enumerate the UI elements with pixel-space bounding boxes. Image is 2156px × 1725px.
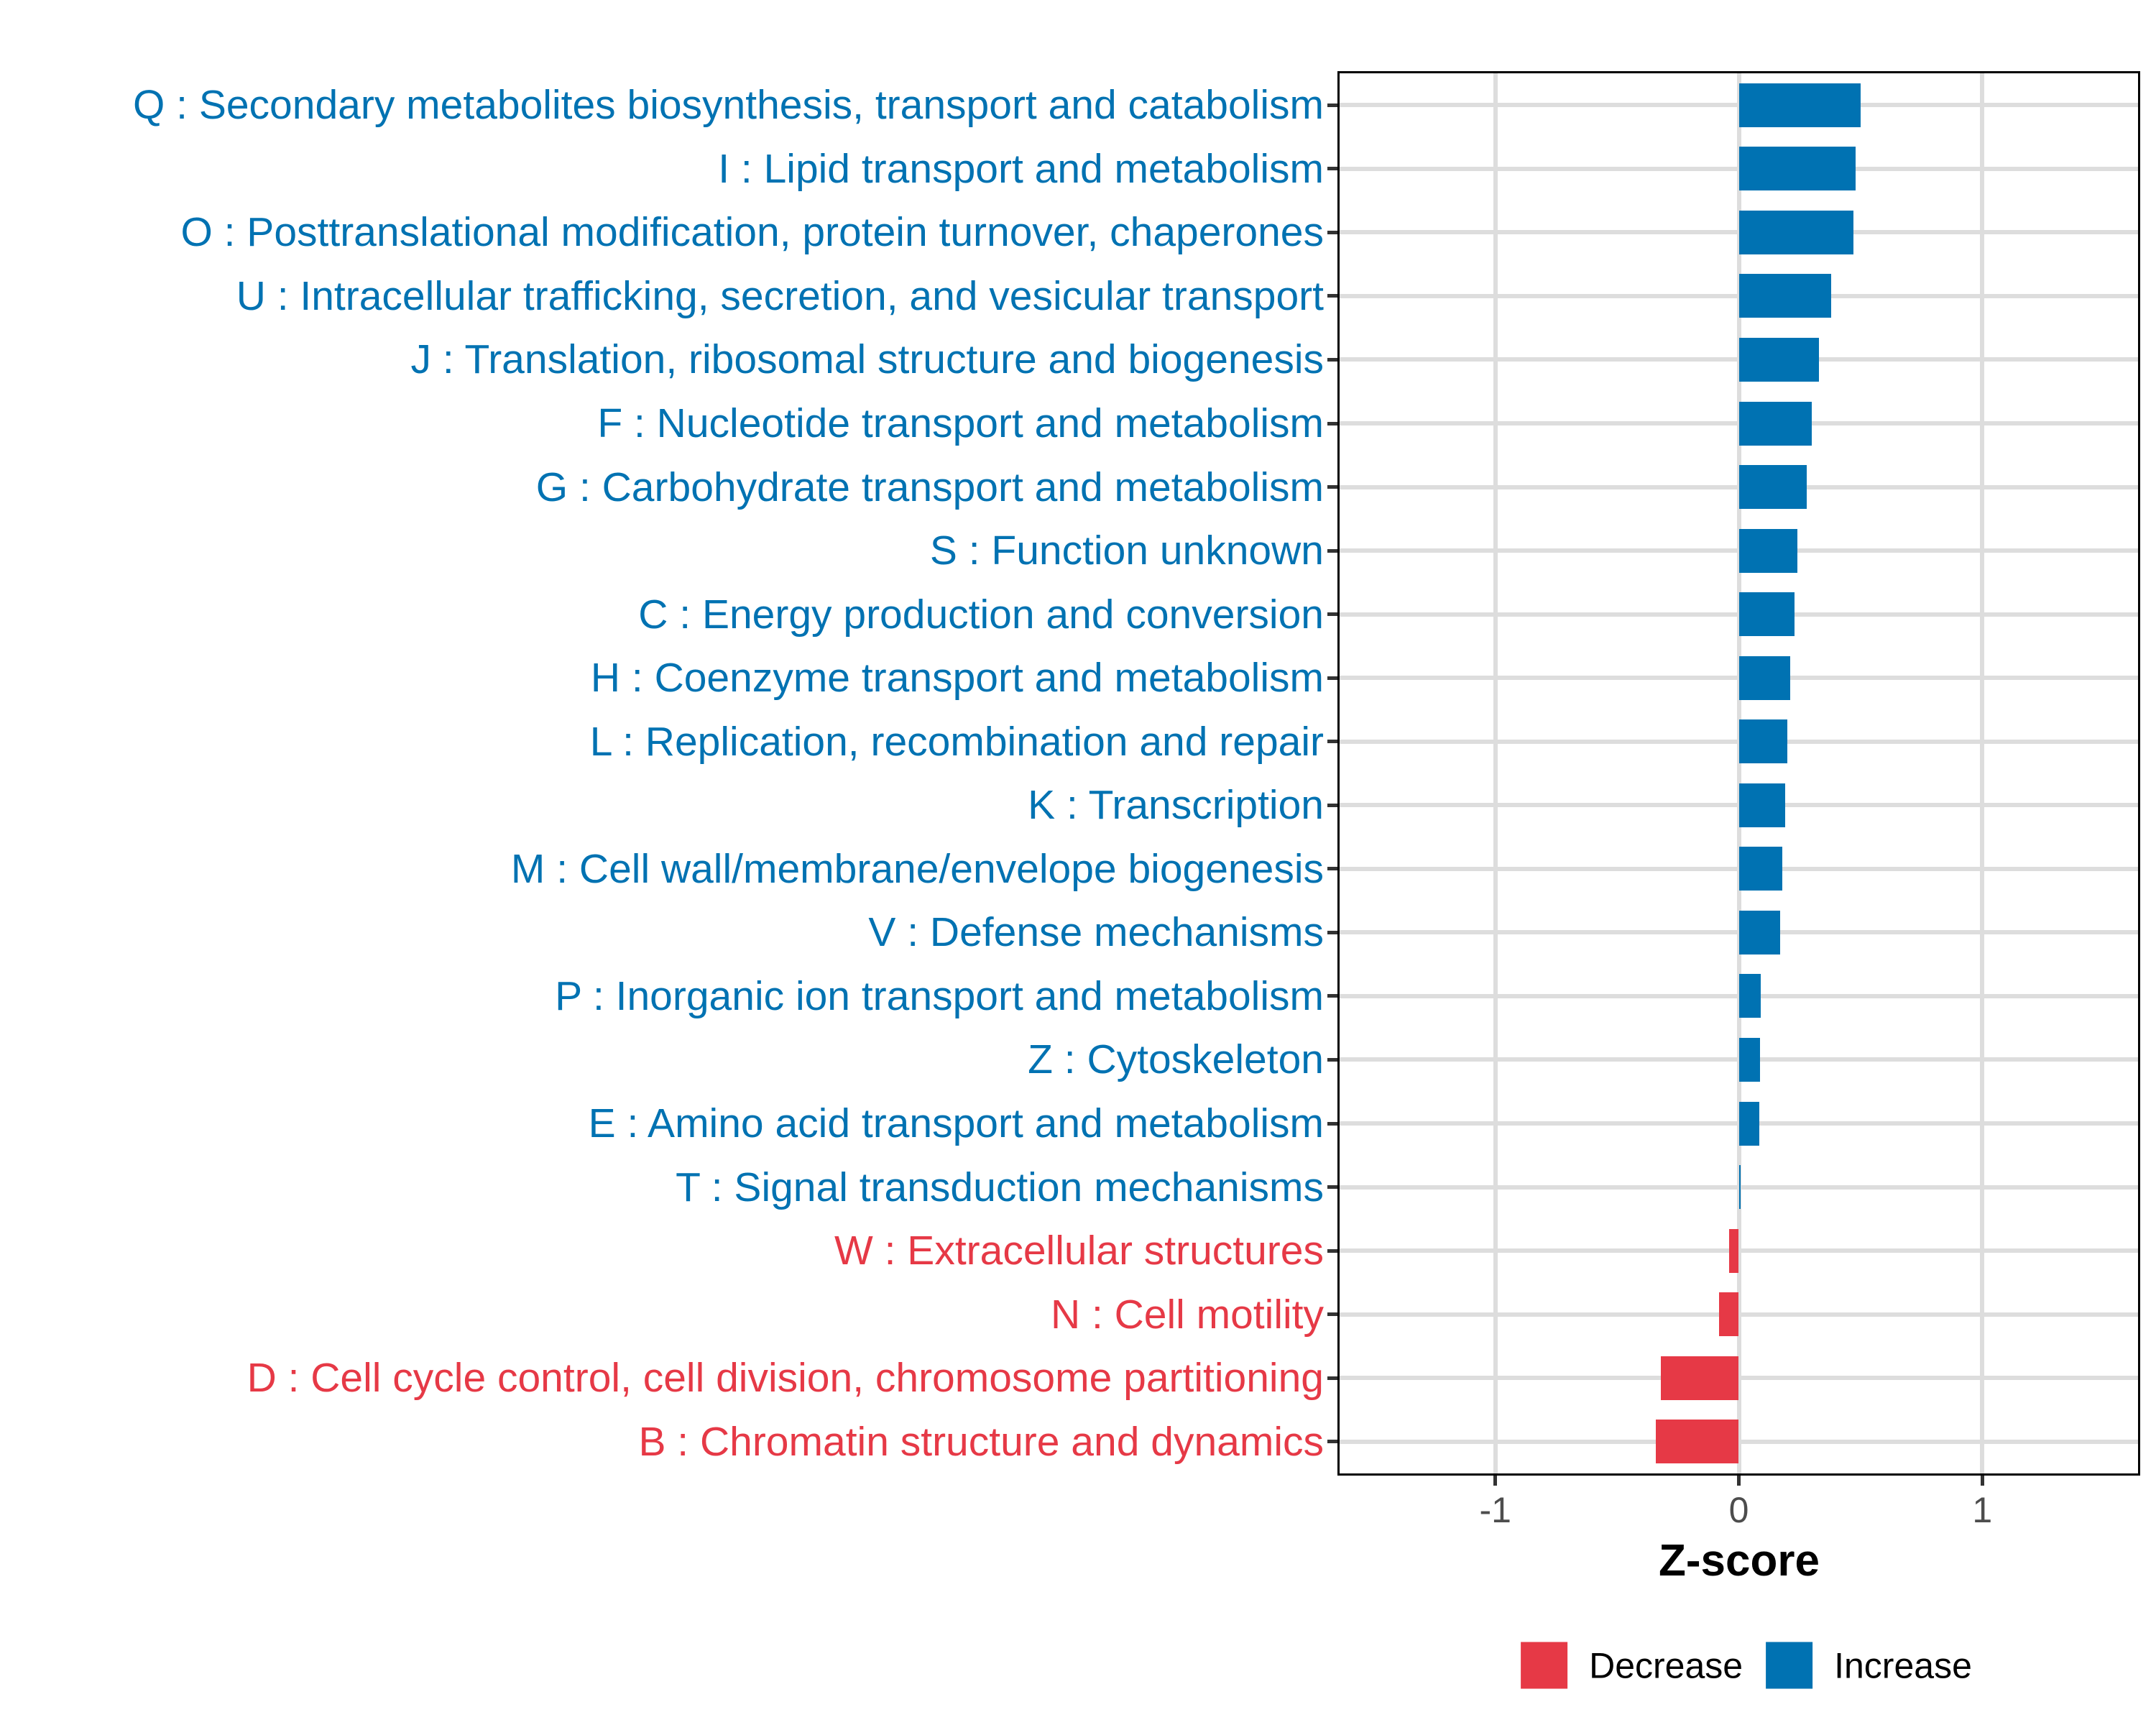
- y-axis-tick-M: [1327, 867, 1337, 871]
- bar-S: [1738, 528, 1797, 573]
- bar-H: [1738, 656, 1790, 700]
- x-axis-tick--1: [1493, 1476, 1498, 1486]
- bar-V: [1738, 910, 1781, 954]
- y-axis-tick-U: [1327, 294, 1337, 298]
- v-gridline-0: [1736, 73, 1741, 1473]
- y-axis-label-W: W : Extracellular structures: [834, 1228, 1324, 1274]
- legend-swatch-decrease: [1521, 1642, 1568, 1689]
- y-axis-label-H: H : Coenzyme transport and metabolism: [590, 655, 1324, 702]
- y-axis-label-V: V : Defense mechanisms: [868, 909, 1324, 956]
- y-axis-tick-W: [1327, 1248, 1337, 1253]
- bar-E: [1738, 1101, 1759, 1146]
- legend-swatch-increase: [1766, 1642, 1813, 1689]
- plot-panel: [1337, 71, 2140, 1476]
- y-axis-tick-T: [1327, 1185, 1337, 1190]
- legend-entry-decrease: Decrease: [1521, 1642, 1743, 1689]
- y-axis-tick-D: [1327, 1376, 1337, 1380]
- x-tick-label-1: 1: [1972, 1490, 1993, 1530]
- y-axis-tick-O: [1327, 230, 1337, 234]
- y-axis-tick-Z: [1327, 1057, 1337, 1062]
- bar-L: [1738, 719, 1788, 764]
- bar-B: [1656, 1420, 1739, 1464]
- y-axis-label-I: I : Lipid transport and metabolism: [718, 145, 1324, 192]
- bar-U: [1738, 274, 1832, 318]
- y-axis-tick-I: [1327, 167, 1337, 171]
- y-axis-label-L: L : Replication, recombination and repai…: [589, 718, 1324, 765]
- y-axis-label-Q: Q : Secondary metabolites biosynthesis, …: [132, 82, 1324, 129]
- y-axis-label-S: S : Function unknown: [929, 528, 1324, 574]
- y-axis-tick-E: [1327, 1121, 1337, 1126]
- y-axis-tick-B: [1327, 1440, 1337, 1444]
- bar-I: [1738, 147, 1856, 191]
- y-axis-tick-L: [1327, 740, 1337, 744]
- y-axis-label-C: C : Energy production and conversion: [638, 591, 1324, 638]
- y-axis-label-P: P : Inorganic ion transport and metaboli…: [555, 972, 1324, 1019]
- y-axis-tick-H: [1327, 676, 1337, 680]
- v-gridline--1: [1493, 73, 1498, 1473]
- bar-Z: [1738, 1037, 1761, 1082]
- y-axis-tick-N: [1327, 1312, 1337, 1317]
- bar-P: [1738, 974, 1761, 1018]
- bar-O: [1738, 210, 1853, 254]
- y-axis-label-Z: Z : Cytoskeleton: [1028, 1036, 1324, 1083]
- y-axis-label-O: O : Posttranslational modification, prot…: [180, 209, 1324, 256]
- v-gridline-1: [1980, 73, 1985, 1473]
- y-axis-label-B: B : Chromatin structure and dynamics: [638, 1418, 1324, 1465]
- plot-panel-inner: [1340, 73, 2138, 1473]
- y-axis-label-M: M : Cell wall/membrane/envelope biogenes…: [510, 845, 1324, 892]
- bar-F: [1738, 401, 1812, 446]
- y-axis-label-E: E : Amino acid transport and metabolism: [588, 1100, 1324, 1146]
- y-axis-label-G: G : Carbohydrate transport and metabolis…: [535, 464, 1324, 510]
- bar-M: [1738, 847, 1783, 891]
- y-axis-tick-V: [1327, 930, 1337, 934]
- legend: Decrease Increase: [1521, 1642, 1972, 1689]
- y-axis-tick-J: [1327, 357, 1337, 362]
- y-axis-label-K: K : Transcription: [1028, 782, 1324, 829]
- y-axis-tick-S: [1327, 548, 1337, 553]
- y-axis-tick-P: [1327, 994, 1337, 998]
- legend-label-increase: Increase: [1834, 1645, 1972, 1685]
- y-axis-label-D: D : Cell cycle control, cell division, c…: [247, 1355, 1324, 1402]
- y-axis-label-T: T : Signal transduction mechanisms: [676, 1164, 1324, 1210]
- bar-T: [1738, 1165, 1741, 1210]
- y-axis-label-U: U : Intracellular trafficking, secretion…: [236, 272, 1324, 319]
- bar-G: [1738, 465, 1807, 510]
- x-axis-tick-1: [1980, 1476, 1984, 1486]
- y-axis-tick-C: [1327, 612, 1337, 617]
- legend-entry-increase: Increase: [1766, 1642, 1972, 1689]
- y-axis-tick-K: [1327, 803, 1337, 807]
- x-axis-tick-0: [1737, 1476, 1741, 1486]
- y-axis-tick-F: [1327, 421, 1337, 426]
- y-axis-label-N: N : Cell motility: [1050, 1291, 1324, 1338]
- legend-label-decrease: Decrease: [1589, 1645, 1743, 1685]
- x-axis-title: Z-score: [1659, 1536, 1820, 1586]
- bar-C: [1738, 592, 1795, 637]
- bar-K: [1738, 783, 1785, 827]
- y-axis-tick-G: [1327, 485, 1337, 489]
- bar-N: [1719, 1292, 1739, 1337]
- x-tick-label--1: -1: [1479, 1490, 1511, 1530]
- y-axis-label-F: F : Nucleotide transport and metabolism: [597, 400, 1324, 446]
- x-tick-label-0: 0: [1728, 1490, 1749, 1530]
- y-axis-tick-Q: [1327, 103, 1337, 107]
- bar-W: [1728, 1228, 1739, 1273]
- bar-D: [1661, 1356, 1739, 1400]
- bar-Q: [1738, 83, 1861, 127]
- y-axis-label-J: J : Translation, ribosomal structure and…: [410, 336, 1324, 383]
- bar-J: [1738, 337, 1820, 382]
